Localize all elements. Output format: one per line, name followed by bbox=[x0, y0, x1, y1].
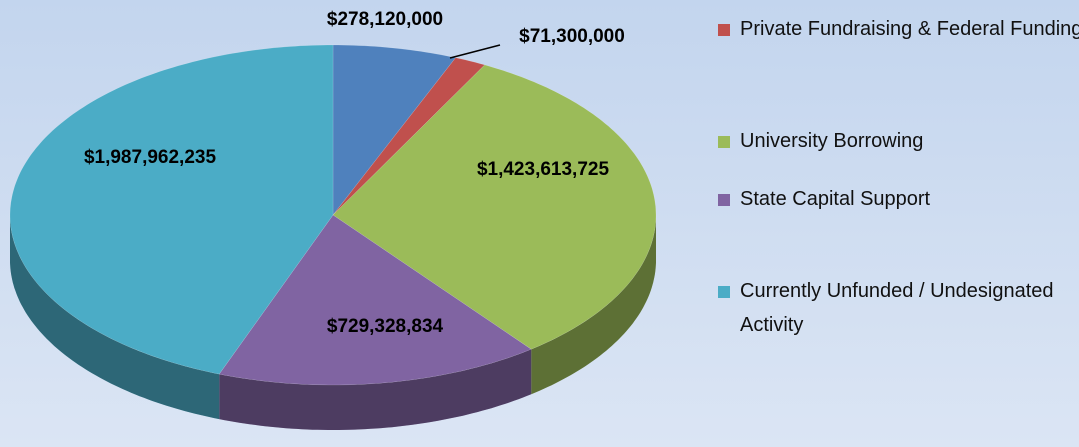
legend-item: State Capital Support bbox=[718, 182, 1079, 216]
slice-side-shade bbox=[531, 215, 656, 395]
data-label: $1,423,613,725 bbox=[477, 159, 610, 180]
data-label: $71,300,000 bbox=[519, 26, 625, 47]
legend-swatch bbox=[718, 24, 730, 36]
legend-item: University Borrowing bbox=[718, 124, 1079, 158]
legend-swatch bbox=[718, 194, 730, 206]
slice-side-shade bbox=[10, 215, 220, 420]
legend-item: Private Fundraising & Federal Funding bbox=[718, 12, 1079, 46]
legend-swatch bbox=[718, 286, 730, 298]
legend-label: University Borrowing bbox=[740, 130, 924, 152]
slice-side bbox=[531, 215, 656, 395]
data-label: $729,328,834 bbox=[327, 316, 444, 337]
legend-label: Private Fundraising & Federal Funding bbox=[740, 18, 1079, 40]
slice-side bbox=[10, 215, 220, 420]
leader-line bbox=[449, 44, 501, 59]
slice bbox=[218, 214, 532, 386]
slice bbox=[9, 44, 334, 375]
data-label: $278,120,000 bbox=[327, 9, 443, 30]
slice-side bbox=[219, 349, 532, 430]
legend-label: Currently Unfunded / Undesignated Activi… bbox=[740, 280, 1054, 336]
legend-swatch bbox=[718, 136, 730, 148]
slice bbox=[332, 64, 657, 350]
data-label: $1,987,962,235 bbox=[84, 147, 217, 168]
legend-item: Currently Unfunded / Undesignated Activi… bbox=[718, 274, 1079, 342]
slice bbox=[332, 44, 457, 216]
legend-label: State Capital Support bbox=[740, 188, 931, 210]
slice bbox=[332, 57, 486, 216]
slice-side-shade bbox=[219, 349, 532, 430]
